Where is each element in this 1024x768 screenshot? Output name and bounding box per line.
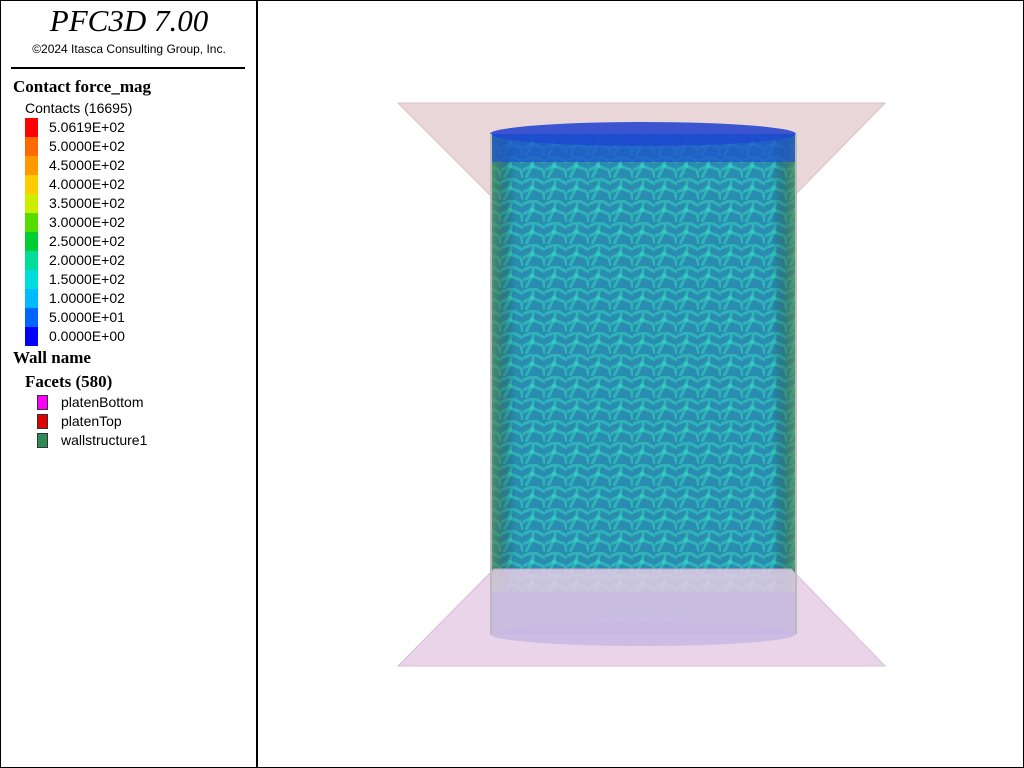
entry-label: 3.0000E+02: [49, 214, 125, 230]
color-swatch: [25, 270, 38, 289]
entry-label: platenBottom: [61, 394, 144, 410]
color-swatch: [37, 395, 48, 410]
entry-label: 2.0000E+02: [49, 252, 125, 268]
entry-label: wallstructure1: [61, 432, 148, 448]
bottom-platen: [396, 568, 887, 667]
color-swatch: [37, 433, 48, 448]
wall-title: Wall name: [13, 348, 91, 367]
color-swatch: [25, 118, 38, 137]
entry-label: 5.0000E+01: [49, 309, 125, 325]
color-swatch: [25, 308, 38, 327]
app-title: PFC3D 7.00: [49, 3, 209, 38]
legend-subtitle: Contacts (16695): [25, 100, 133, 116]
entry-label: 4.0000E+02: [49, 176, 125, 192]
legend-title: Contact force_mag: [13, 77, 152, 96]
wall-outline: [490, 134, 797, 634]
color-swatch: [25, 213, 38, 232]
color-swatch: [25, 194, 38, 213]
entry-label: 3.5000E+02: [49, 195, 125, 211]
separator: [11, 67, 245, 69]
color-swatch: [25, 156, 38, 175]
entry-label: 2.5000E+02: [49, 233, 125, 249]
color-swatch: [37, 414, 48, 429]
specimen-edge: [491, 134, 796, 634]
entry-label: 5.0619E+02: [49, 119, 125, 135]
top-band: [491, 134, 796, 162]
entry-label: 0.0000E+00: [49, 328, 125, 344]
wall-subtitle: Facets (580): [25, 372, 113, 391]
copyright: ©2024 Itasca Consulting Group, Inc.: [32, 42, 226, 56]
entry-label: 1.5000E+02: [49, 271, 125, 287]
color-swatch: [25, 232, 38, 251]
entry-label: 5.0000E+02: [49, 138, 125, 154]
entry-label: 1.0000E+02: [49, 290, 125, 306]
color-swatch: [25, 289, 38, 308]
model-view: [396, 102, 887, 667]
entry-label: 4.5000E+02: [49, 157, 125, 173]
color-swatch: [25, 327, 38, 346]
color-swatch: [25, 137, 38, 156]
color-swatch: [25, 175, 38, 194]
color-swatch: [25, 251, 38, 270]
legend-panel: PFC3D 7.00 ©2024 Itasca Consulting Group…: [1, 1, 258, 767]
entry-label: platenTop: [61, 413, 122, 429]
